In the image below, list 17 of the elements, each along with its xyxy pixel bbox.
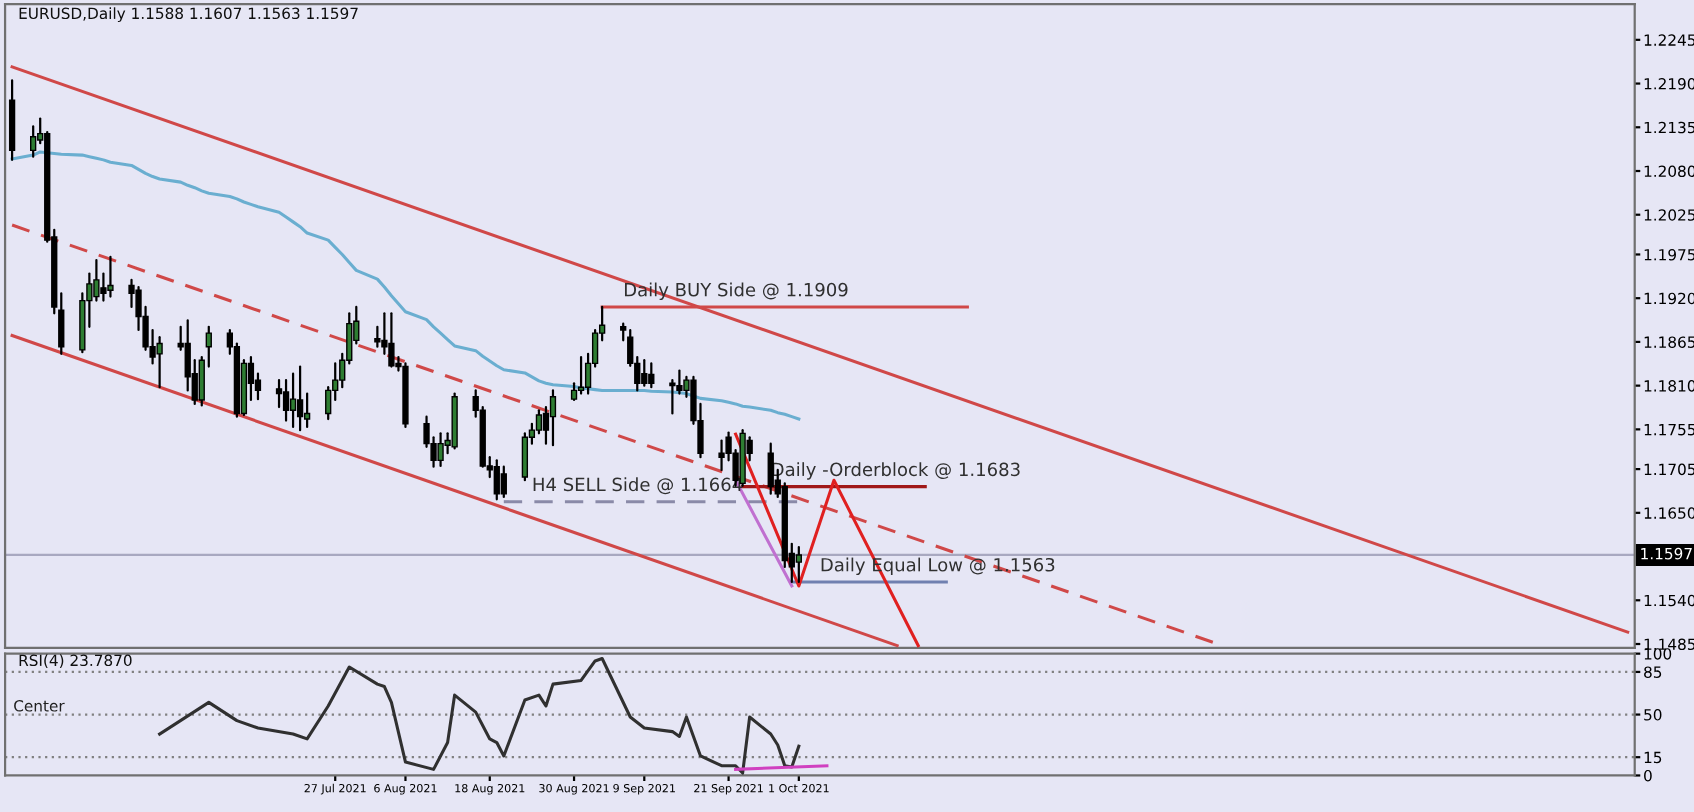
candlestick <box>648 362 655 389</box>
candlestick <box>388 312 395 368</box>
candlestick <box>795 545 802 584</box>
candlestick <box>641 359 648 387</box>
candlestick <box>767 442 774 495</box>
candlestick <box>30 125 37 158</box>
candlestick <box>107 255 114 298</box>
candlestick <box>296 365 304 432</box>
candlestick <box>718 439 725 472</box>
candlestick <box>282 378 290 422</box>
candlestick <box>437 432 444 468</box>
candlestick <box>289 372 297 429</box>
line-series <box>158 657 801 775</box>
candlestick <box>500 465 507 499</box>
candlestick <box>549 389 557 447</box>
candlestick <box>493 459 500 501</box>
candlestick <box>156 336 163 389</box>
